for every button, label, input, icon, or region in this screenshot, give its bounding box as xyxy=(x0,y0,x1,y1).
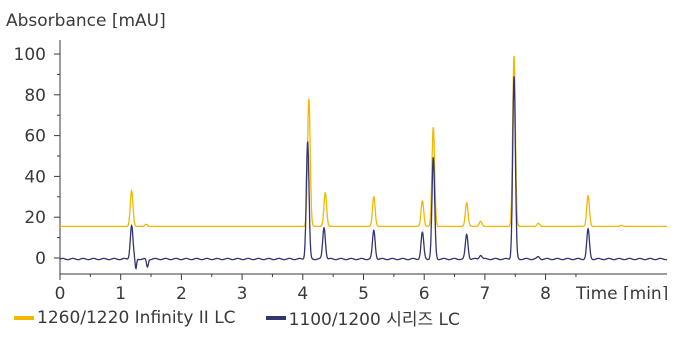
x-tick-label: 7 xyxy=(479,284,490,300)
y-axis-title: Absorbance [mAU] xyxy=(6,11,166,31)
x-axis-title: Time [min] xyxy=(575,284,668,300)
x-tick-label: 1 xyxy=(115,284,126,300)
legend-label-series-2: 1100/1200 시리즈 LC xyxy=(288,310,460,330)
legend-item-series-1: 1260/1220 Infinity II LC xyxy=(14,308,236,328)
x-tick-label: 3 xyxy=(237,284,248,300)
x-tick-label: 8 xyxy=(540,284,551,300)
series-line-1 xyxy=(60,55,667,228)
x-tick-label: 5 xyxy=(358,284,369,300)
x-axis: 0 1 2 3 4 5 6 7 8 xyxy=(55,274,577,300)
x-tick-label: 2 xyxy=(176,284,187,300)
x-tick-label: 6 xyxy=(419,284,430,300)
series-lines xyxy=(59,55,668,270)
legend-swatch-series-1 xyxy=(14,315,34,320)
y-tick-label: 40 xyxy=(24,167,46,187)
x-tick-label: 4 xyxy=(297,284,308,300)
series-line-2 xyxy=(59,76,668,270)
legend-item-series-2: 1100/1200 시리즈 LC xyxy=(265,305,460,330)
y-tick-label: 80 xyxy=(24,86,46,106)
y-tick-label: 0 xyxy=(35,249,46,269)
legend-label-series-1: 1260/1220 Infinity II LC xyxy=(37,307,236,328)
y-tick-label: 100 xyxy=(14,45,46,65)
x-tick-label: 0 xyxy=(55,284,66,300)
legend-swatch-series-2 xyxy=(265,315,286,320)
y-axis: 0 20 40 60 80 100 xyxy=(14,45,60,269)
y-tick-label: 60 xyxy=(24,127,46,147)
y-tick-label: 20 xyxy=(24,208,46,228)
legend: 1260/1220 Infinity II LC 1100/1200 시리즈 L… xyxy=(14,305,460,330)
